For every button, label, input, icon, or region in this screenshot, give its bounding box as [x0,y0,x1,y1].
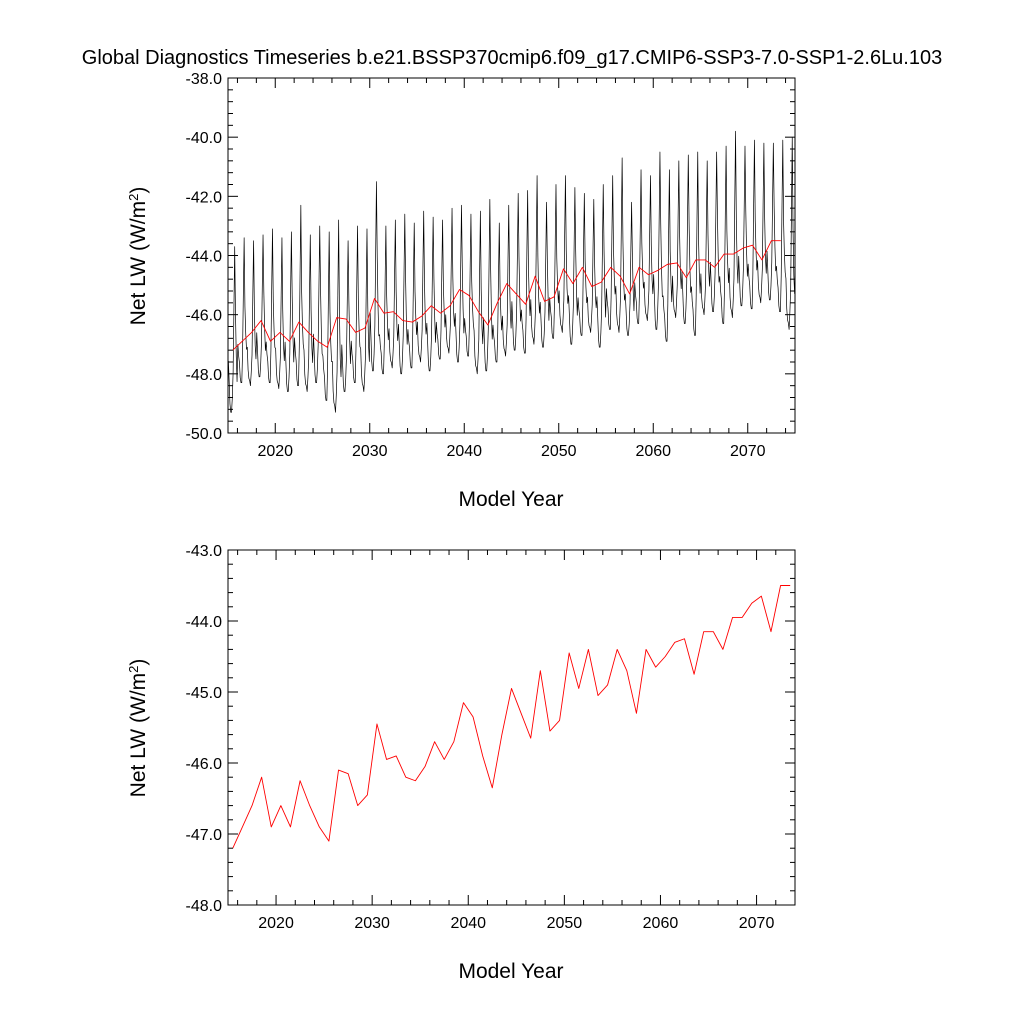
top-x-tick-label: 2040 [446,443,482,460]
bottom-x-tick-label: 2050 [547,915,583,932]
top-series-annual [232,240,781,351]
bottom-ticks: 2020 2030 2040 2050 2060 2070 -48.0 -47.0 -46.0 -… [186,543,796,932]
bottom-x-tick-label: 2040 [450,915,486,932]
top-y-tick-label: -44.0 [186,249,223,266]
bottom-y-tick-label: -46.0 [186,756,223,773]
top-plot-frame [227,77,796,434]
top-y-tick-label: -40.0 [186,130,223,147]
top-x-tick-label: 2070 [730,443,766,460]
bottom-y-tick-label: -44.0 [186,614,223,631]
top-y-tick-label: -38.0 [186,71,223,88]
top-panel: 2020 2030 2040 2050 2060 2070 -50.0 -48.0 -46.0 -… [126,71,796,511]
bottom-series-annual [232,585,791,849]
bottom-y-axis-title: Net LW (W/m2) [126,659,151,798]
bottom-y-tick-label: -45.0 [186,685,223,702]
top-x-tick-label: 2050 [541,443,577,460]
bottom-series-layer [232,585,791,849]
bottom-x-tick-label: 2030 [354,915,390,932]
bottom-x-tick-label: 2070 [739,915,775,932]
bottom-x-axis-title: Model Year [458,960,563,983]
bottom-y-tick-label: -47.0 [186,827,223,844]
top-x-tick-label: 2020 [257,443,293,460]
top-x-tick-label: 2060 [635,443,671,460]
figure-title: Global Diagnostics Timeseries b.e21.BSSP… [82,47,942,69]
top-y-tick-label: -50.0 [186,426,223,443]
bottom-y-tick-label: -43.0 [186,543,223,560]
top-y-tick-label: -42.0 [186,189,223,206]
bottom-panel: 2020 2030 2040 2050 2060 2070 -48.0 -47.0 -46.0 -… [126,543,796,983]
top-x-axis-title: Model Year [458,488,563,511]
top-ticks: 2020 2030 2040 2050 2060 2070 -50.0 -48.0 -46.0 -… [186,71,795,460]
top-y-tick-label: -46.0 [186,308,223,325]
top-series-monthly [228,130,795,413]
top-x-tick-label: 2030 [352,443,388,460]
top-series-layer [228,130,795,413]
bottom-x-tick-label: 2020 [258,915,294,932]
top-y-axis-title: Net LW (W/m2) [126,187,151,326]
top-y-tick-label: -48.0 [186,367,223,384]
bottom-x-tick-label: 2060 [643,915,679,932]
bottom-y-tick-label: -48.0 [186,898,223,915]
bottom-plot-frame [227,549,796,906]
